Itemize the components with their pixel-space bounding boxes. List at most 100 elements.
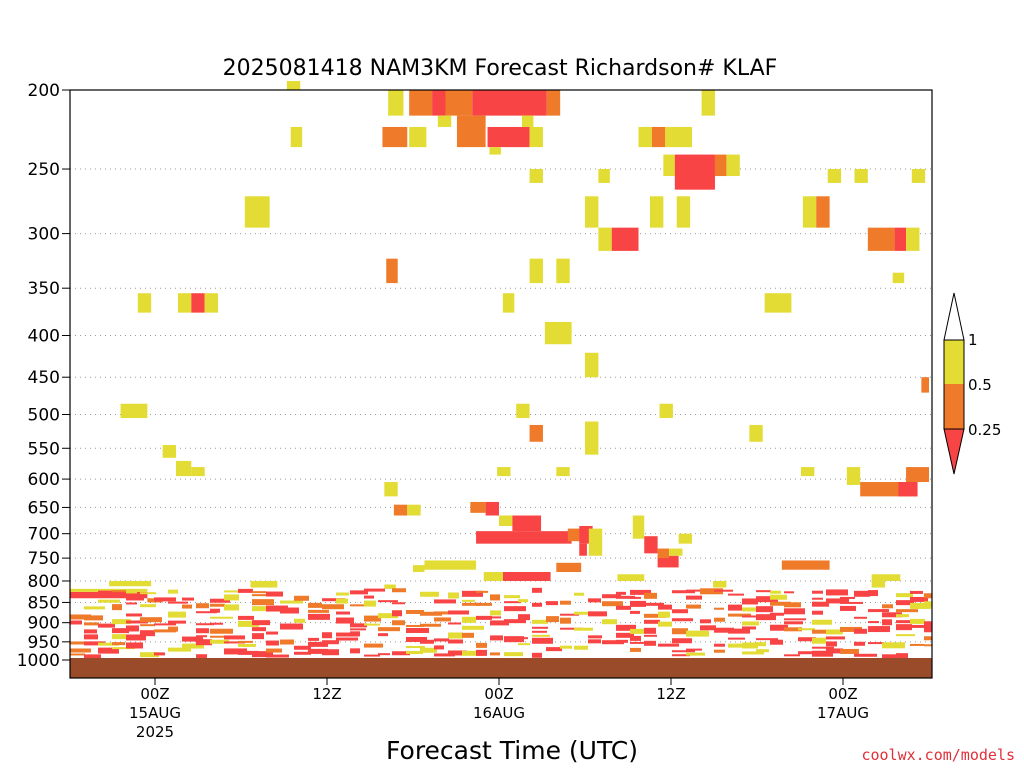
band-cell <box>252 591 266 594</box>
heatmap-cell <box>109 580 152 587</box>
heatmap-cell <box>386 258 398 284</box>
band-cell <box>210 628 233 634</box>
band-cell <box>238 643 256 647</box>
ground-layer <box>70 658 932 678</box>
band-cell <box>616 595 635 599</box>
band-cell <box>434 599 456 604</box>
heatmap-cell <box>598 227 612 251</box>
band-cell <box>868 621 879 624</box>
band-cell <box>210 598 230 603</box>
colorbar: 1 0.5 0.25 <box>943 292 1001 475</box>
band-cell <box>420 611 442 616</box>
band-cell <box>378 633 388 637</box>
band-cell <box>770 639 783 645</box>
band-cell <box>644 592 657 599</box>
band-cell <box>560 600 571 605</box>
band-cell <box>420 623 441 627</box>
band-cell <box>602 640 624 645</box>
band-cell <box>210 616 233 619</box>
band-cell <box>126 589 137 594</box>
credit-text: coolwx.com/models <box>861 746 1015 764</box>
heatmap-cell <box>250 580 278 588</box>
band-cell <box>406 624 424 627</box>
band-cell <box>336 611 350 615</box>
band-cell <box>812 590 823 594</box>
band-cell <box>364 595 374 599</box>
band-cell <box>532 587 542 593</box>
band-cell <box>756 649 769 653</box>
band-cell <box>868 626 890 633</box>
band-cell <box>224 635 245 640</box>
heatmap-cell <box>726 154 740 177</box>
band-cell <box>476 615 492 620</box>
band-cell <box>112 604 122 611</box>
band-cell <box>210 635 229 638</box>
band-cell <box>462 602 480 606</box>
band-cell <box>756 590 771 593</box>
heatmap-cell <box>894 227 907 251</box>
band-cell <box>546 601 558 606</box>
band-cell <box>392 588 406 593</box>
band-cell <box>630 596 641 599</box>
band-cell <box>770 601 791 606</box>
band-cell <box>84 654 101 660</box>
band-cell <box>350 623 367 628</box>
heatmap-cell <box>585 196 599 228</box>
heatmap-cell <box>651 126 666 148</box>
band-cell <box>252 606 268 612</box>
band-cell <box>770 590 781 594</box>
band-cell <box>476 602 492 606</box>
band-cell <box>140 617 162 623</box>
band-cell <box>406 609 424 614</box>
band-cell <box>616 632 634 638</box>
band-cell <box>812 601 829 607</box>
band-cell <box>910 618 925 624</box>
band-cell <box>896 609 918 613</box>
band-cell <box>826 598 849 604</box>
colorbar-bin-025-05 <box>944 384 964 429</box>
heatmap-cell <box>632 515 645 539</box>
band-cell <box>532 652 542 658</box>
heatmap-cell <box>413 565 425 573</box>
band-cell <box>252 620 270 626</box>
band-cell <box>812 637 826 644</box>
heatmap-cell <box>556 467 570 477</box>
band-cell <box>602 619 617 625</box>
band-cell <box>714 607 724 610</box>
band-cell <box>322 598 345 602</box>
heatmap-cell <box>800 467 815 477</box>
colorbar-tick-0-5: 0.5 <box>968 376 992 394</box>
band-cell <box>770 594 787 600</box>
heatmap-cells <box>70 81 929 603</box>
band-cell <box>742 621 759 626</box>
band-cell <box>392 620 405 626</box>
band-cell <box>210 608 220 613</box>
band-cell <box>504 652 523 657</box>
band-cell <box>364 654 380 657</box>
band-cell <box>336 592 349 596</box>
band-cell <box>672 628 688 635</box>
band-cell <box>868 642 884 645</box>
band-cell <box>336 637 358 641</box>
band-cell <box>924 601 932 608</box>
band-cell <box>462 650 483 656</box>
band-cell <box>434 638 449 642</box>
heatmap-cell <box>70 588 148 592</box>
band-cell <box>406 645 425 648</box>
band-cell <box>742 626 756 630</box>
band-cell <box>630 647 641 652</box>
band-cell <box>476 649 487 656</box>
y-tick-label: 500 <box>28 406 60 426</box>
heatmap-cell <box>529 126 543 148</box>
band-cell <box>364 588 385 592</box>
heatmap-cell <box>638 126 652 148</box>
band-cell <box>840 648 859 654</box>
band-cell <box>826 641 837 647</box>
x-tick-label: 12Z <box>656 685 685 703</box>
band-cell <box>868 590 878 597</box>
band-cell <box>196 639 212 646</box>
heatmap-cell <box>617 574 645 581</box>
band-cell <box>896 620 911 624</box>
heatmap-cell <box>649 196 664 228</box>
band-cell <box>756 606 773 613</box>
